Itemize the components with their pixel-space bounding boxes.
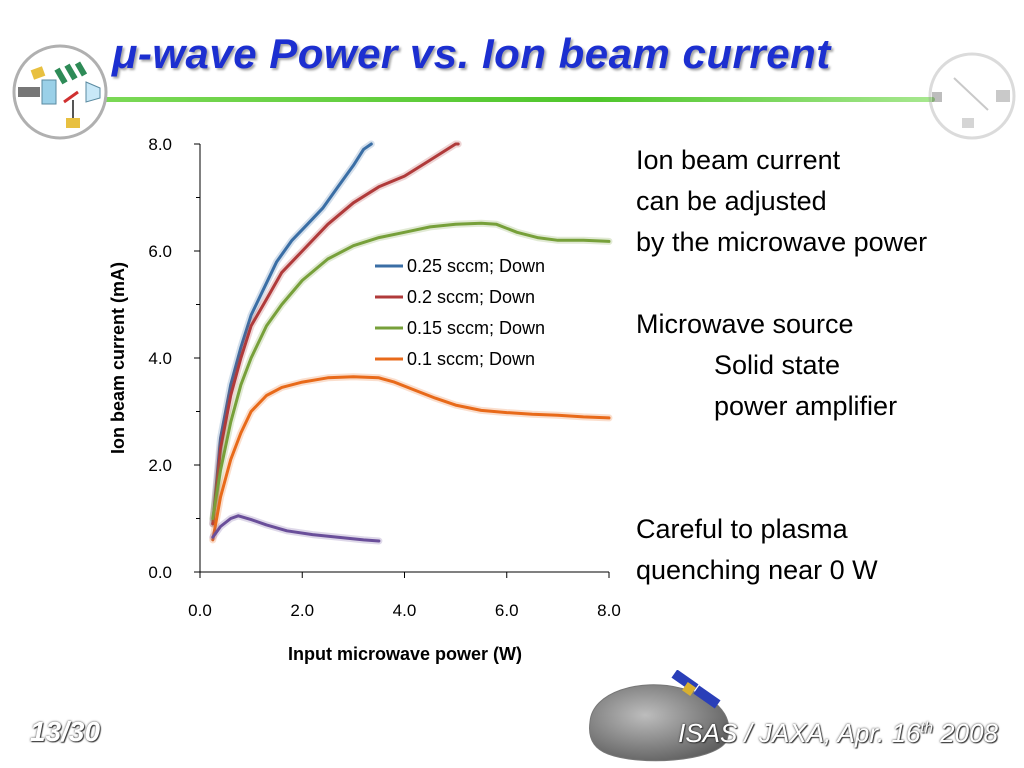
series-line-1 (211, 142, 460, 526)
notes-panel: Ion beam current can be adjusted by the … (636, 140, 1021, 591)
y-tick-label: 0.0 (148, 563, 172, 582)
axis-ticks: 0.0 2.0 4.0 6.0 8.0 0.0 2.0 4.0 6.0 8.0 (148, 135, 620, 620)
x-tick-label: 6.0 (495, 601, 519, 620)
series-line-2 (211, 221, 611, 520)
ion-beam-chart: 0.0 2.0 4.0 6.0 8.0 0.0 2.0 4.0 6.0 8.0 0.25 sccm… (108, 135, 621, 664)
footer-date-suffix: th (920, 719, 933, 737)
note-line-7: Careful to plasma (636, 514, 848, 544)
plot-area (200, 144, 609, 572)
y-tick-label: 8.0 (148, 135, 172, 154)
footer-org-date: ISAS / JAXA, Apr. 16th 2008 (678, 718, 998, 749)
legend-label: 0.15 sccm; Down (407, 318, 545, 338)
footer-org-text: ISAS / JAXA, Apr. 16 (678, 718, 921, 748)
thruster-emblem-icon (12, 44, 108, 140)
legend-label: 0.1 sccm; Down (407, 349, 535, 369)
note-line-4: Microwave source (636, 309, 854, 339)
note-line-2: can be adjusted (636, 186, 827, 216)
note-line-6: power amplifier (714, 391, 898, 421)
y-axis-label: Ion beam current (mA) (108, 262, 128, 454)
series-line-4 (211, 514, 381, 543)
series-group (209, 140, 613, 545)
faded-emblem-icon (928, 52, 1016, 140)
legend-label: 0.25 sccm; Down (407, 256, 545, 276)
legend-label: 0.2 sccm; Down (407, 287, 535, 307)
series-line-3 (211, 375, 611, 542)
slide-title: μ-wave Power vs. Ion beam current (112, 30, 831, 77)
page-number: 13/30 (30, 716, 101, 747)
x-axis-label: Input microwave power (W) (288, 644, 522, 664)
x-tick-label: 0.0 (188, 601, 212, 620)
note-line-1: Ion beam current (636, 145, 841, 175)
y-tick-label: 4.0 (148, 349, 172, 368)
series-line-0 (211, 142, 373, 526)
x-tick-label: 8.0 (597, 601, 621, 620)
legend: 0.25 sccm; Down 0.2 sccm; Down 0.15 sccm; … (375, 256, 545, 369)
x-tick-label: 4.0 (393, 601, 417, 620)
x-tick-label: 2.0 (290, 601, 314, 620)
asteroid-spacecraft-icon (589, 670, 730, 762)
note-line-5: Solid state (714, 350, 841, 380)
title-underline-bar (90, 97, 935, 102)
note-line-3: by the microwave power (636, 227, 928, 257)
note-line-8: quenching near 0 W (636, 555, 878, 585)
footer-year: 2008 (932, 718, 998, 748)
y-tick-label: 6.0 (148, 242, 172, 261)
y-tick-label: 2.0 (148, 456, 172, 475)
